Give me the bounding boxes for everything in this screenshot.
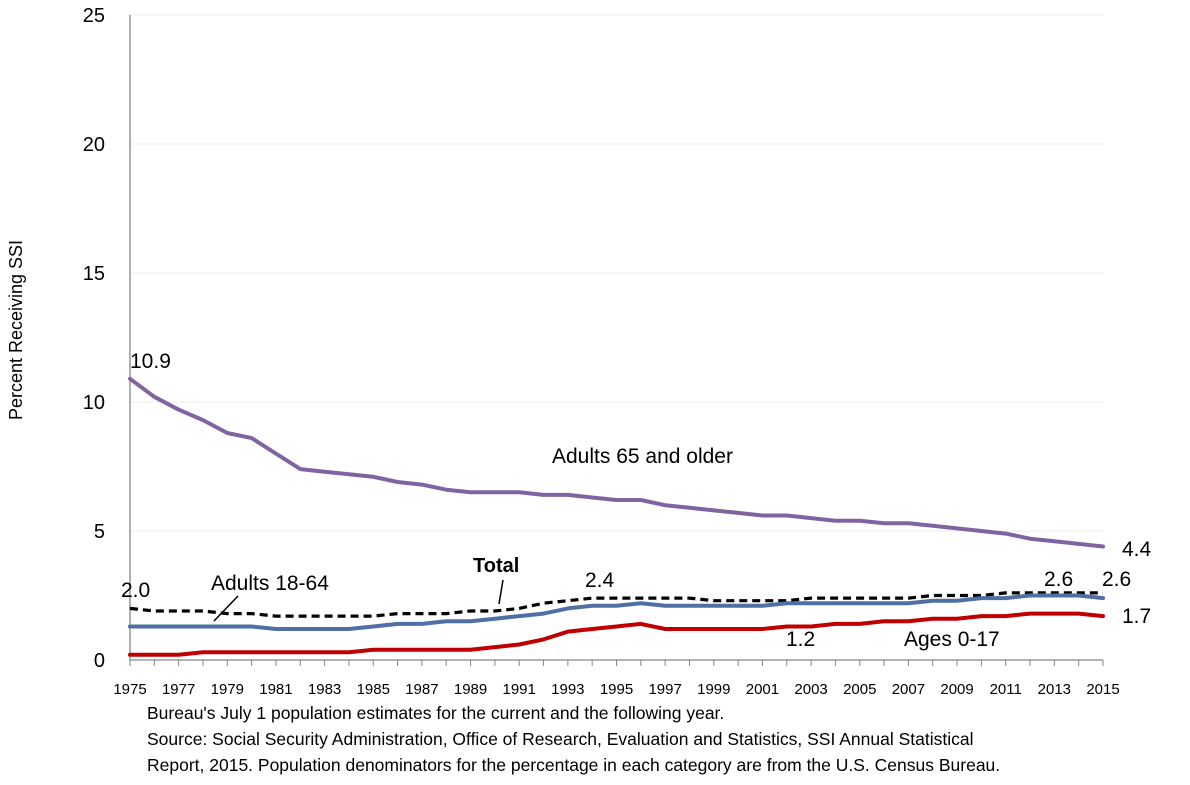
data-label-2-0: 2.0 (121, 579, 150, 602)
x-tick-label-1977: 1977 (162, 681, 195, 698)
x-tick-label-2013: 2013 (1038, 681, 1071, 698)
series-label-adults-18-64: Adults 18-64 (211, 572, 329, 595)
x-tick-label-2009: 2009 (940, 681, 973, 698)
series-line-adults-65-and-older (128, 376, 1105, 549)
x-tick-label-2003: 2003 (794, 681, 827, 698)
data-label-2-6-left: 2.6 (1044, 568, 1073, 591)
note-line-1: Bureau's July 1 population estimates for… (147, 703, 725, 723)
x-tick-label-2011: 2011 (990, 681, 1022, 698)
data-label-4-4: 4.4 (1122, 538, 1152, 561)
x-tick-label-1981: 1981 (259, 681, 292, 698)
axes (129, 15, 1104, 666)
data-label-10-9: 10.9 (130, 350, 171, 373)
series-line-adults-18-64 (128, 593, 1105, 631)
x-tick-label-1995: 1995 (600, 681, 633, 698)
note-line-2: Source: Social Security Administration, … (147, 729, 974, 749)
data-label-2-4: 2.4 (585, 569, 615, 592)
series-line-total (129, 591, 1103, 618)
x-tick-label-1993: 1993 (551, 681, 584, 698)
x-tick-label-1999: 1999 (697, 681, 730, 698)
x-tick-label-1989: 1989 (454, 681, 487, 698)
data-label-1-7: 1.7 (1122, 605, 1151, 628)
x-tick-label-1979: 1979 (211, 681, 244, 698)
series-label-adults-65-and-older: Adults 65 and older (552, 445, 733, 468)
gridlines (130, 14, 1103, 532)
y-tick-label-15: 15 (83, 263, 105, 285)
series-lines (128, 376, 1105, 657)
x-tick-label-1983: 1983 (308, 681, 341, 698)
data-label-1-2: 1.2 (786, 628, 815, 651)
y-tick-label-20: 20 (83, 134, 105, 156)
chart-notes: Bureau's July 1 population estimates for… (147, 700, 1187, 778)
y-tick-label-25: 25 (83, 5, 105, 27)
series-label-total: Total (473, 555, 519, 577)
x-tick-label-1985: 1985 (357, 681, 390, 698)
x-tick-label-1991: 1991 (503, 681, 536, 698)
y-tick-label-5: 5 (94, 521, 105, 543)
x-tick-label-2001: 2001 (746, 681, 779, 698)
y-tick-labels: 0 5 10 15 20 25 (83, 5, 105, 672)
series-label-ages-0-17: Ages 0-17 (904, 628, 1000, 651)
y-tick-label-10: 10 (83, 392, 105, 414)
y-axis-label: Percent Receiving SSI (6, 240, 26, 420)
x-tick-label-2015: 2015 (1086, 681, 1119, 698)
x-tick-label-1975: 1975 (113, 681, 146, 698)
y-tick-label-0: 0 (94, 650, 105, 672)
data-label-2-6-right: 2.6 (1102, 568, 1131, 591)
series-line-ages-0-17 (128, 611, 1105, 657)
note-line-3: Report, 2015. Population denominators fo… (147, 755, 1001, 775)
x-tick-label-1987: 1987 (405, 681, 438, 698)
leader-line-adults-18-64 (213, 595, 239, 622)
x-tick-label-1997: 1997 (648, 681, 681, 698)
leader-line-total (498, 579, 504, 605)
x-tick-labels: 1975 1977 1979 1981 1983 1985 1987 1989 1991 1993… (113, 681, 1119, 698)
x-tick-label-2007: 2007 (892, 681, 925, 698)
x-tick-label-2005: 2005 (843, 681, 876, 698)
